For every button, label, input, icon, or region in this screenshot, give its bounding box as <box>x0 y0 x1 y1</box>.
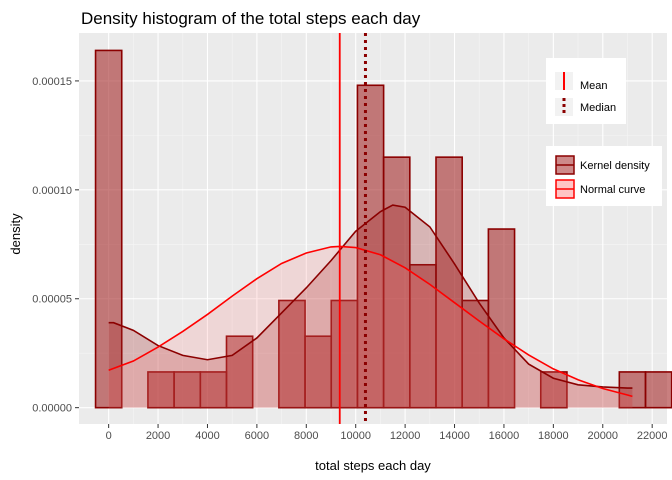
y-axis-title: density <box>8 213 23 255</box>
x-axis-ticks: 0 2000 4000 6000 8000 10000 12000 14000 16000 180… <box>106 424 668 442</box>
x-axis-title: total steps each day <box>315 458 431 473</box>
density-curves <box>108 204 633 408</box>
x-tick-label: 0 <box>106 430 112 442</box>
x-tick-label: 12000 <box>390 430 421 442</box>
y-tick-label: 0.00010 <box>32 185 72 197</box>
histogram-bar <box>487 228 516 409</box>
histogram-bar <box>94 49 123 409</box>
histogram-bars <box>94 49 672 409</box>
legend-lines: Mean Median <box>546 58 626 124</box>
histogram-bar <box>225 335 254 409</box>
legend-fills: Kernel density Normal curve <box>546 146 662 206</box>
histogram-bar <box>644 371 672 409</box>
normal-curve-line <box>108 245 633 398</box>
x-tick-label: 8000 <box>294 430 318 442</box>
x-tick-label: 22000 <box>637 430 668 442</box>
kernel-density-line <box>108 204 633 389</box>
legend-normal-label: Normal curve <box>580 184 645 196</box>
histogram-bar <box>382 156 411 409</box>
x-tick-label: 6000 <box>245 430 269 442</box>
y-axis-ticks: 0.00000 0.00005 0.00010 0.00015 <box>32 76 79 415</box>
y-tick-label: 0.00015 <box>32 76 72 88</box>
legend-median-label: Median <box>580 102 616 114</box>
histogram-bar <box>435 156 463 409</box>
reference-lines <box>338 33 367 424</box>
chart-title: Density histogram of the total steps eac… <box>81 9 421 28</box>
x-tick-label: 10000 <box>340 430 371 442</box>
histogram-bar <box>330 299 359 409</box>
legend-mean-label: Mean <box>580 80 608 92</box>
x-tick-label: 18000 <box>538 430 569 442</box>
legend-kernel-label: Kernel density <box>580 160 650 172</box>
y-tick-label: 0.00000 <box>32 403 72 415</box>
x-tick-label: 4000 <box>195 430 219 442</box>
histogram-bar <box>409 263 437 409</box>
y-tick-label: 0.00005 <box>32 294 72 306</box>
x-tick-label: 14000 <box>439 430 470 442</box>
x-tick-label: 20000 <box>587 430 618 442</box>
x-tick-label: 2000 <box>146 430 170 442</box>
normal-curve-area <box>108 246 633 408</box>
kernel-density-area <box>108 205 633 408</box>
x-tick-label: 16000 <box>489 430 520 442</box>
histogram-bar <box>304 335 333 409</box>
